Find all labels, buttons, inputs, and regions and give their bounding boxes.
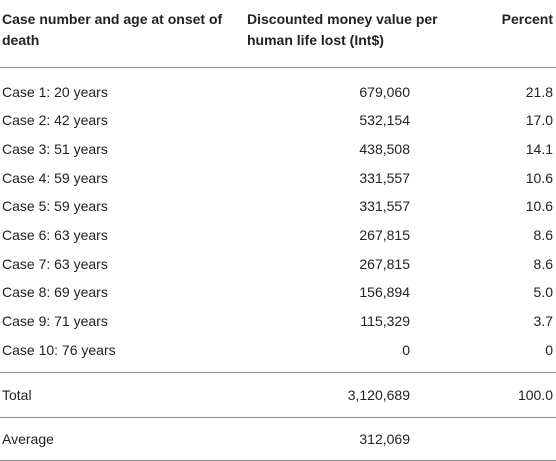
row-value: 438,508 [359, 141, 410, 158]
row-value: 0 [402, 341, 410, 358]
row-value: 267,815 [359, 255, 410, 272]
row-case: Case 5: 59 years [2, 198, 108, 215]
row-value: 115,329 [360, 313, 410, 330]
row-percent: 8.6 [533, 227, 553, 244]
table-row: Case 10: 76 years 0 0 [0, 336, 556, 373]
table-row: Case 2: 42 years 532,154 17.0 [0, 106, 556, 135]
row-case: Case 6: 63 years [2, 227, 108, 244]
row-value: 331,557 [359, 169, 410, 186]
row-value: 156,894 [359, 284, 410, 301]
table-body: Case 1: 20 years 679,060 21.8 Case 2: 42… [0, 68, 556, 461]
row-percent: 5.0 [533, 284, 553, 301]
row-value: 267,815 [359, 227, 410, 244]
total-percent: 100.0 [440, 371, 556, 417]
average-percent [440, 416, 556, 461]
row-case: Case 7: 63 years [2, 255, 108, 272]
table-row: Case 6: 63 years 267,815 8.6 [0, 221, 556, 250]
row-percent: 10.6 [525, 198, 553, 215]
table-row: Case 3: 51 years 438,508 14.1 [0, 135, 556, 164]
total-label: Total [0, 371, 235, 417]
header-case: Case number and age at onset of death [0, 0, 235, 68]
row-case: Case 4: 59 years [2, 169, 108, 186]
row-percent: 3.7 [533, 313, 553, 330]
row-percent: 8.6 [533, 255, 553, 272]
row-value: 679,060 [359, 84, 410, 100]
row-case: Case 1: 20 years [2, 84, 108, 100]
total-row: Total 3,120,689 100.0 [0, 371, 556, 417]
average-value: 312,069 [235, 416, 440, 461]
total-value: 3,120,689 [235, 371, 440, 417]
row-percent: 0 [545, 341, 553, 358]
row-case: Case 3: 51 years [2, 141, 108, 158]
header-row: Case number and age at onset of death Di… [0, 0, 556, 68]
row-value: 331,557 [359, 198, 410, 215]
table-row: Case 4: 59 years 331,557 10.6 [0, 163, 556, 192]
row-case: Case 2: 42 years [2, 112, 108, 129]
table-row: Case 5: 59 years 331,557 10.6 [0, 192, 556, 221]
row-value: 532,154 [359, 112, 410, 129]
table-row: Case 8: 69 years 156,894 5.0 [0, 278, 556, 307]
row-percent: 10.6 [525, 169, 553, 186]
table-row: Case 9: 71 years 115,329 3.7 [0, 307, 556, 336]
average-row: Average 312,069 [0, 416, 556, 461]
row-percent: 14.1 [525, 141, 553, 158]
table-header: Case number and age at onset of death Di… [0, 0, 556, 68]
row-case: Case 8: 69 years [2, 284, 108, 301]
average-label: Average [0, 416, 235, 461]
row-case: Case 9: 71 years [2, 313, 108, 330]
table-row: Case 1: 20 years 679,060 21.8 [0, 68, 556, 107]
table-row: Case 7: 63 years 267,815 8.6 [0, 249, 556, 278]
header-value: Discounted money value per human life lo… [235, 0, 440, 68]
row-percent: 17.0 [525, 112, 553, 129]
header-percent: Percent [440, 0, 556, 68]
row-case: Case 10: 76 years [2, 341, 116, 358]
row-percent: 21.8 [525, 84, 553, 100]
